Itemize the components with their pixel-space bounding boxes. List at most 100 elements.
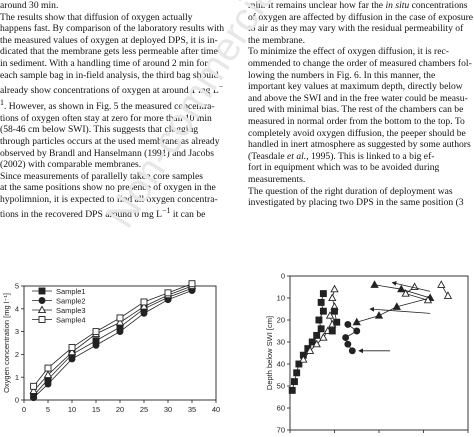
data-point <box>392 302 401 310</box>
oxygen-concentration-chart: 0 5 10 15 20 25 30 35 40 0 1 2 3 4 5 Oxygen concentrati… <box>2 280 220 414</box>
x-tick-label: 5 <box>46 405 50 414</box>
x-tick-label: 0 <box>22 405 26 414</box>
text-line: measured in normal order from the bottom… <box>248 115 465 127</box>
text-line: at the same positions show no presence o… <box>0 182 216 194</box>
data-point <box>330 284 339 293</box>
data-point <box>67 347 77 356</box>
data-point <box>30 382 38 390</box>
x-tick-label: 25 <box>140 405 148 414</box>
y-tick-label: 20 <box>277 316 285 325</box>
y-tick-label: 4 <box>15 304 19 313</box>
data-point <box>116 314 124 322</box>
data-point <box>319 290 327 298</box>
text-line: investigated by placing two DPS in the s… <box>248 197 464 209</box>
text-fragment: concentrations <box>409 0 468 11</box>
text-line: fort in equipment which was to be avoide… <box>248 162 440 174</box>
data-point <box>43 370 53 378</box>
y-tick-label: 30 <box>277 338 285 347</box>
data-point <box>312 339 321 348</box>
data-point <box>305 346 315 354</box>
x-tick-label: 15 <box>92 405 100 414</box>
x-tick-label: 10 <box>68 405 76 414</box>
series-line <box>33 285 193 392</box>
data-point <box>348 347 356 355</box>
x-tick-label: 40 <box>212 405 220 414</box>
text-line: in sediment. With a handling time of aro… <box>0 57 208 69</box>
data-point <box>317 325 325 333</box>
text-line: and above the SWI and in the free water … <box>248 92 468 104</box>
data-point <box>342 334 350 342</box>
data-point <box>92 341 100 349</box>
data-point <box>299 355 308 363</box>
x-tick-label: 30 <box>164 405 172 414</box>
y-tick-label: 50 <box>277 382 285 391</box>
data-point <box>29 386 38 394</box>
legend-label: Sample4 <box>56 315 86 324</box>
text-line: min. It remains unclear how far the in s… <box>248 0 474 12</box>
text-line: ured with minimal bias. The rest of the … <box>248 104 464 116</box>
data-point <box>423 295 433 304</box>
data-point <box>139 301 149 310</box>
y-tick-label: 1 <box>15 373 19 382</box>
text-fragment: . However, as shown in Fig. 5 the measur… <box>4 101 215 113</box>
text-fragment: tions in the recovered DPS around 0 mg L <box>0 209 162 221</box>
data-point <box>30 394 38 402</box>
text-line: To minimize the effect of oxygen diffusi… <box>248 46 449 58</box>
data-point <box>115 317 125 326</box>
annotation-arrow <box>391 281 431 292</box>
data-point <box>288 386 296 394</box>
data-point <box>140 309 148 317</box>
text-fragment: et al. <box>287 150 307 162</box>
x-tick-label: 20 <box>116 405 124 414</box>
plot-frame <box>289 275 469 431</box>
text-line: (58-46 cm below SWI). This suggests that… <box>0 124 199 136</box>
y-axis-label: Depth below SWI [cm] <box>265 316 274 390</box>
data-point <box>437 280 446 288</box>
data-point <box>374 311 384 319</box>
data-point <box>295 360 303 368</box>
y-tick-label: 40 <box>277 360 285 369</box>
text-line: around 30 min. <box>0 0 59 11</box>
data-point <box>328 327 336 335</box>
data-point <box>315 316 323 324</box>
data-point <box>325 311 335 319</box>
text-line: each sample bag in in-field analysis, th… <box>0 69 219 81</box>
data-point <box>92 328 100 336</box>
data-point <box>291 378 298 386</box>
y-tick-label: 60 <box>277 404 285 413</box>
text-line: 1. However, as shown in Fig. 5 the measu… <box>0 97 215 113</box>
text-line: ommended to change the order of measured… <box>248 57 472 69</box>
y-tick-label: 10 <box>277 294 285 303</box>
data-point <box>319 333 328 341</box>
text-fragment: , 1995). This is linked to a big ef- <box>306 150 435 162</box>
legend-label: Sample2 <box>56 296 86 305</box>
text-line: completely avoid oxygen diffusion, the p… <box>248 127 466 139</box>
data-point <box>44 364 52 372</box>
text-line: (Teasdale et al., 1995). This is linked … <box>248 151 474 163</box>
series-line <box>33 287 193 396</box>
legend-label: Sample3 <box>56 306 86 315</box>
y-tick-label: 0 <box>281 272 285 281</box>
data-point <box>68 355 76 363</box>
data-point <box>308 338 316 346</box>
text-fragment: it can be <box>170 209 206 221</box>
y-axis-label: Oxygen concentration [mg l⁻¹] <box>2 293 11 393</box>
data-point <box>344 340 352 348</box>
text-line: the membrane. <box>248 34 306 46</box>
annotation-arrow <box>369 306 431 314</box>
left-text-column: around 30 min. The results show that dif… <box>0 0 232 221</box>
data-point <box>331 307 338 315</box>
text-line: dicated that the membrane gets less perm… <box>0 46 218 58</box>
text-fragment: already show concentrations of oxygen at… <box>0 85 219 97</box>
data-point <box>333 318 341 326</box>
text-line: hypolimnion, it is expected to find all … <box>0 193 218 205</box>
data-point <box>401 289 410 297</box>
text-line: observed by Brandl and Hanselmann (1991)… <box>0 147 214 159</box>
legend-label: Sample1 <box>56 287 86 296</box>
text-fragment: (Teasdale <box>248 150 288 162</box>
right-text-column: min. It remains unclear how far the in s… <box>248 0 474 209</box>
data-point <box>370 280 379 288</box>
text-line: tions in the recovered DPS around 0 mg L… <box>0 206 206 221</box>
series-line <box>33 283 193 387</box>
text-fragment: min. It remains unclear how far the <box>248 0 386 11</box>
